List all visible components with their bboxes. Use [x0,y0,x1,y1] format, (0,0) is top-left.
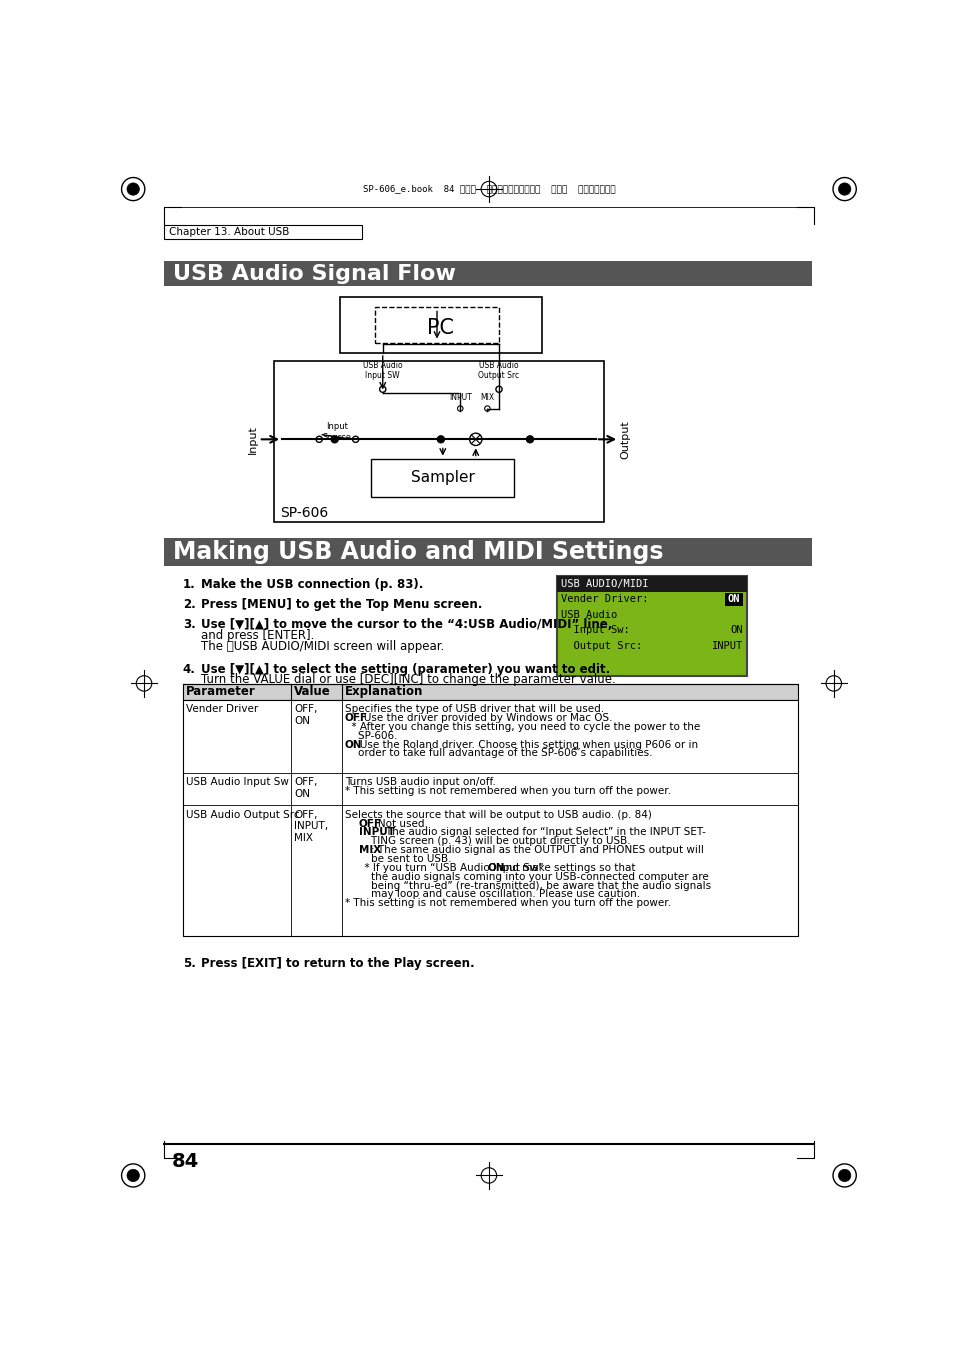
Text: ON: ON [344,739,362,750]
Text: * If you turn “USB Audio Input Sw”: * If you turn “USB Audio Input Sw” [344,863,546,873]
Text: Chapter 13. About USB: Chapter 13. About USB [169,227,289,238]
Circle shape [331,436,337,443]
Circle shape [484,405,490,411]
Text: USB Audio
Output Src: USB Audio Output Src [478,361,519,380]
Text: MIX: MIX [479,393,494,403]
Circle shape [838,182,850,196]
Text: : Use the Roland driver. Choose this setting when using P606 or in: : Use the Roland driver. Choose this set… [353,739,698,750]
Text: 2.: 2. [183,598,195,611]
Text: USB Audio Signal Flow: USB Audio Signal Flow [173,263,456,284]
Text: Vender Driver:: Vender Driver: [560,594,648,604]
Text: * After you change this setting, you need to cycle the power to the: * After you change this setting, you nee… [344,721,700,732]
Text: SP-606: SP-606 [280,507,329,520]
Text: INPUT: INPUT [358,827,395,838]
Text: Output: Output [619,420,630,459]
Text: USB AUDIO/MIDI: USB AUDIO/MIDI [560,580,648,589]
Text: Value: Value [294,685,331,698]
Text: 1.: 1. [183,578,195,590]
Text: and press [ENTER].: and press [ENTER]. [200,628,314,642]
Text: USB Audio
Input SW: USB Audio Input SW [362,361,402,380]
FancyBboxPatch shape [183,684,798,700]
Circle shape [315,436,322,442]
Text: Use [▼][▲] to move the cursor to the “4:USB Audio/MIDI” line,: Use [▼][▲] to move the cursor to the “4:… [200,617,612,631]
Text: OFF: OFF [358,819,381,828]
FancyBboxPatch shape [557,577,746,677]
Text: USB Audio Output Src: USB Audio Output Src [186,809,299,820]
Text: INPUT: INPUT [711,640,742,651]
Text: : Use the driver provided by Windows or Mac OS.: : Use the driver provided by Windows or … [356,713,612,723]
Text: being “thru-ed” (re-transmitted), be aware that the audio signals: being “thru-ed” (re-transmitted), be awa… [344,881,710,890]
FancyBboxPatch shape [164,226,361,239]
Text: * This setting is not remembered when you turn off the power.: * This setting is not remembered when yo… [344,898,670,908]
Text: Parameter: Parameter [186,685,255,698]
Text: MIX: MIX [358,846,380,855]
Text: 84: 84 [172,1152,199,1171]
FancyBboxPatch shape [164,261,811,286]
Text: : The audio signal selected for “Input Select” in the INPUT SET-: : The audio signal selected for “Input S… [378,827,705,838]
Circle shape [436,436,444,443]
Text: Making USB Audio and MIDI Settings: Making USB Audio and MIDI Settings [173,540,663,563]
Text: Sampler: Sampler [411,470,475,485]
Text: 4.: 4. [183,662,195,676]
Text: Turn the VALUE dial or use [DEC][INC] to change the parameter value.: Turn the VALUE dial or use [DEC][INC] to… [200,673,615,686]
Text: OFF,
ON: OFF, ON [294,704,317,725]
FancyBboxPatch shape [183,700,798,936]
FancyBboxPatch shape [340,297,541,353]
FancyBboxPatch shape [164,538,811,566]
Text: OFF: OFF [344,713,368,723]
Circle shape [469,434,481,446]
Text: SP-606_e.book  84 ページ  ２００４年６月２１日  月曜日  午前１０時８分: SP-606_e.book 84 ページ ２００４年６月２１日 月曜日 午前１０… [362,185,615,193]
Text: : The same audio signal as the OUTPUT and PHONES output will: : The same audio signal as the OUTPUT an… [371,846,703,855]
Text: : Not used.: : Not used. [371,819,427,828]
Text: Selects the source that will be output to USB audio. (p. 84): Selects the source that will be output t… [344,809,651,820]
Text: order to take full advantage of the SP-606’s capabilities.: order to take full advantage of the SP-6… [344,748,652,758]
Text: ON: ON [487,863,505,873]
Text: SP-606.: SP-606. [344,731,396,740]
Text: ON: ON [727,594,740,604]
Text: Press [EXIT] to return to the Play screen.: Press [EXIT] to return to the Play scree… [200,957,474,970]
Text: Input Sw:: Input Sw: [560,626,629,635]
Text: INPUT: INPUT [449,393,471,403]
Circle shape [127,182,139,196]
Text: Make the USB connection (p. 83).: Make the USB connection (p. 83). [200,578,422,590]
Text: Specifies the type of USB driver that will be used.: Specifies the type of USB driver that wi… [344,704,603,715]
Text: the audio signals coming into your USB-connected computer are: the audio signals coming into your USB-c… [344,871,708,882]
Text: USB Audio: USB Audio [560,609,617,620]
Text: OFF,
ON: OFF, ON [294,777,317,798]
Text: Turns USB audio input on/off.: Turns USB audio input on/off. [344,777,496,788]
Text: Press [MENU] to get the Top Menu screen.: Press [MENU] to get the Top Menu screen. [200,598,481,611]
FancyBboxPatch shape [375,307,498,343]
Text: * This setting is not remembered when you turn off the power.: * This setting is not remembered when yo… [344,786,670,796]
Text: Input: Input [247,424,257,454]
Circle shape [457,405,462,411]
FancyBboxPatch shape [371,458,514,497]
Circle shape [526,436,533,443]
Text: may loop and cause oscillation. Please use caution.: may loop and cause oscillation. Please u… [344,889,639,900]
Text: Output Src:: Output Src: [560,640,641,651]
Circle shape [353,436,358,442]
Text: ON: ON [730,626,742,635]
Text: PC: PC [427,317,454,338]
Text: Vender Driver: Vender Driver [186,704,258,715]
Text: USB Audio Input Sw: USB Audio Input Sw [186,777,289,788]
Text: 5.: 5. [183,957,195,970]
Text: Use [▼][▲] to select the setting (parameter) you want to edit.: Use [▼][▲] to select the setting (parame… [200,662,609,676]
Text: The USB AUDIO/MIDI screen will appear.: The USB AUDIO/MIDI screen will appear. [200,639,443,653]
Circle shape [496,386,501,392]
Text: 3.: 3. [183,617,195,631]
Text: and make settings so that: and make settings so that [496,863,635,873]
Text: Input
Source: Input Source [322,423,352,442]
FancyBboxPatch shape [274,361,603,523]
Circle shape [127,1169,139,1182]
Text: TING screen (p. 43) will be output directly to USB.: TING screen (p. 43) will be output direc… [344,836,630,846]
FancyBboxPatch shape [557,577,746,592]
Text: be sent to USB.: be sent to USB. [344,854,451,865]
Circle shape [838,1169,850,1182]
FancyBboxPatch shape [723,593,742,605]
Text: OFF,
INPUT,
MIX: OFF, INPUT, MIX [294,809,328,843]
Circle shape [379,386,385,392]
Text: Explanation: Explanation [344,685,423,698]
